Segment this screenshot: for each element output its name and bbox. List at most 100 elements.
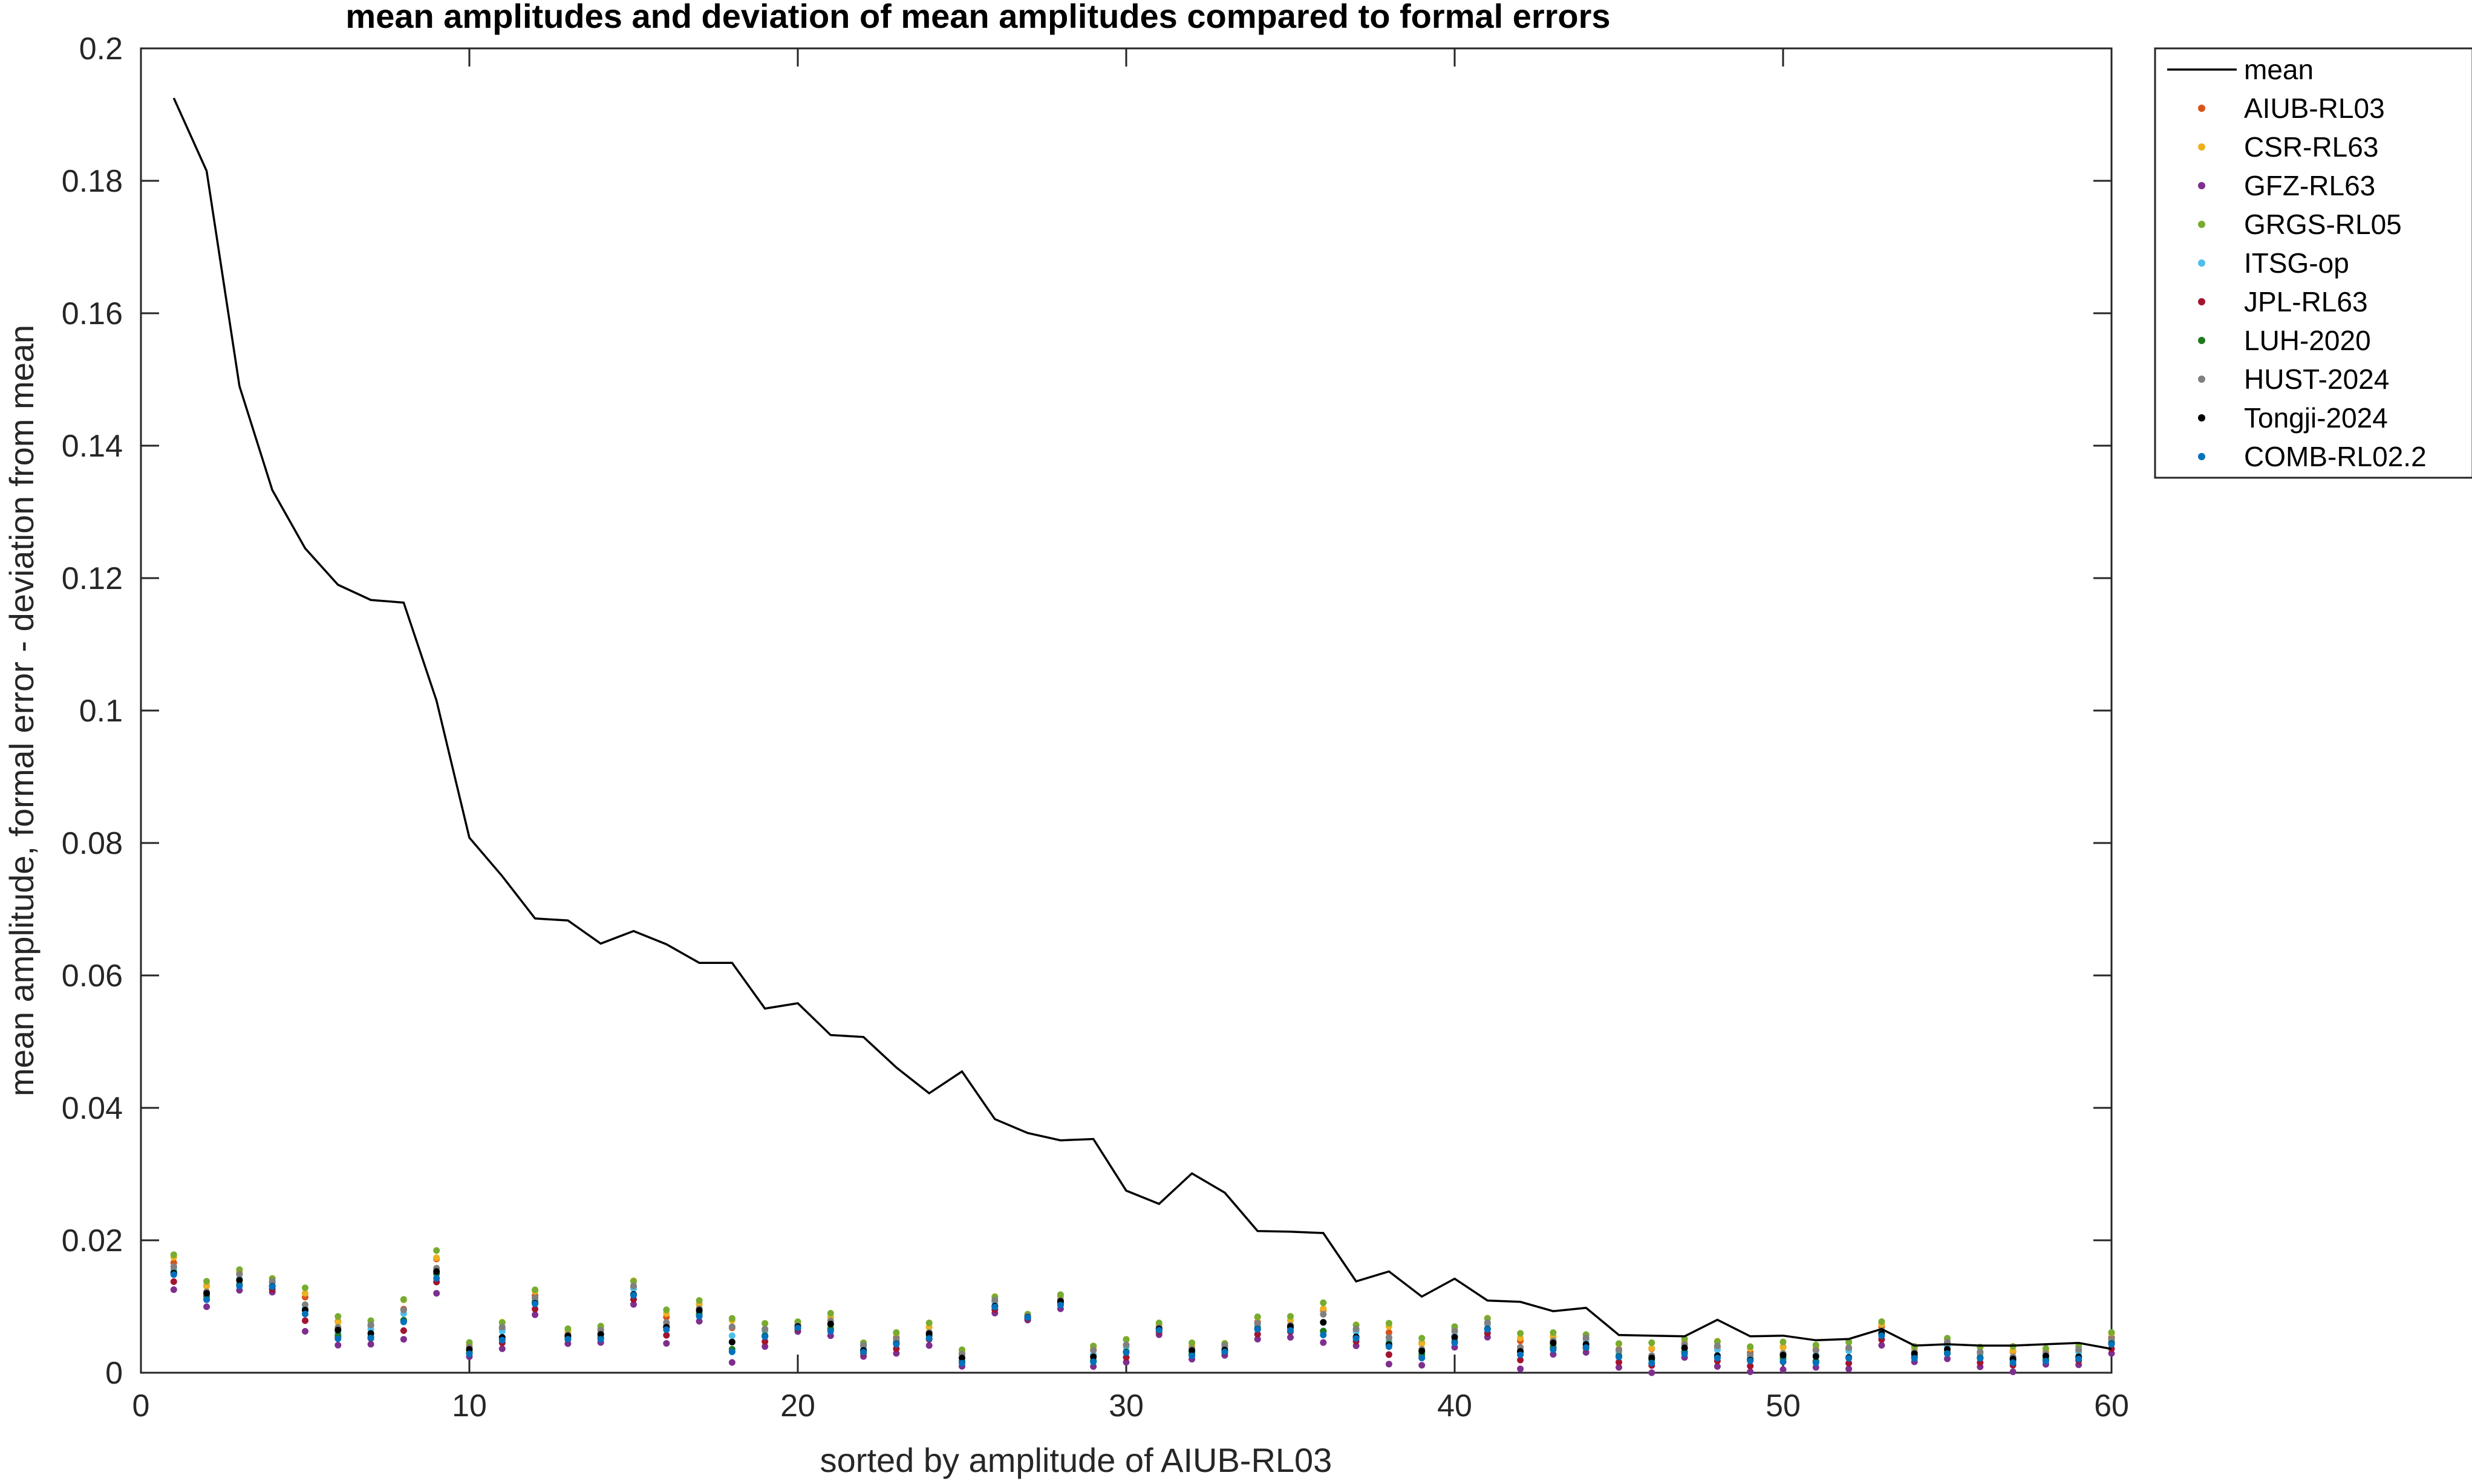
deviation-point [1090,1363,1097,1370]
deviation-point [597,1331,604,1338]
deviation-point [532,1294,539,1301]
deviation-point [1057,1291,1064,1298]
deviation-point [1648,1354,1655,1361]
deviation-point [1747,1362,1754,1370]
plot-area [140,47,2113,1374]
deviation-point [1648,1344,1655,1352]
deviation-point [663,1319,670,1326]
deviation-point [1451,1339,1458,1347]
deviation-point [1221,1349,1228,1356]
deviation-point [1123,1359,1130,1366]
deviation-point [302,1317,308,1324]
legend-swatch [2198,105,2205,112]
deviation-point [400,1318,407,1326]
deviation-point [170,1278,177,1285]
deviation-point [1714,1342,1721,1350]
deviation-point [1550,1339,1557,1347]
deviation-point [1123,1354,1130,1361]
deviation-point [334,1335,342,1342]
legend-label: HUST-2024 [2244,363,2389,395]
deviation-point [1878,1318,1885,1325]
deviation-point [1812,1353,1819,1360]
legend-label: Tongji-2024 [2244,402,2388,434]
deviation-point [1616,1359,1622,1366]
x-tick-label: 10 [452,1388,487,1424]
deviation-points [170,1247,2115,1376]
deviation-point [1352,1335,1360,1342]
deviation-point [1550,1351,1557,1358]
deviation-point [1451,1333,1458,1341]
deviation-point [203,1290,210,1297]
deviation-point [1845,1339,1853,1346]
y-tick-label: 0.02 [62,1223,123,1258]
deviation-point [433,1268,440,1275]
deviation-point [1254,1336,1261,1343]
deviation-point [1944,1355,1951,1362]
deviation-point [1845,1344,1853,1352]
axis-ticks: 0 10 20 30 40 50 60 0 0.02 0.04 0.06 0.08 0.1 0.12 0.1… [62,31,2129,1424]
deviation-point [1616,1364,1622,1371]
deviation-point [1418,1362,1426,1369]
deviation-point [1090,1358,1097,1365]
legend-swatch [2198,414,2205,421]
deviation-point [1812,1341,1819,1349]
deviation-point [761,1326,769,1333]
deviation-point [663,1326,670,1333]
deviation-point [1714,1363,1721,1370]
deviation-point [1747,1368,1754,1375]
deviation-point [1812,1359,1819,1367]
deviation-point [203,1296,210,1303]
deviation-point [1878,1332,1885,1339]
legend-label: COMB-RL02.2 [2244,441,2427,472]
y-tick-label: 0.18 [62,164,123,199]
deviation-point [1123,1336,1130,1343]
deviation-point [1517,1365,1524,1373]
deviation-point [1845,1365,1853,1373]
deviation-point [1484,1319,1491,1326]
deviation-point [1385,1361,1392,1368]
deviation-point [2075,1346,2082,1353]
deviation-point [2108,1341,2115,1348]
deviation-point [564,1325,572,1332]
deviation-point [630,1301,637,1308]
deviation-point [1747,1357,1754,1364]
y-tick-label: 0 [105,1356,123,1391]
deviation-point [1845,1359,1853,1367]
deviation-point [203,1278,210,1285]
deviation-point [1024,1314,1031,1321]
deviation-point [893,1329,900,1336]
deviation-point [498,1324,506,1331]
deviation-point [925,1320,933,1327]
deviation-point [696,1318,703,1325]
deviation-point [334,1313,342,1320]
deviation-point [1320,1339,1327,1346]
deviation-point [334,1341,342,1349]
deviation-point [1352,1326,1360,1333]
deviation-point [1385,1320,1392,1327]
deviation-point [1648,1339,1655,1346]
deviation-point [1418,1355,1426,1362]
deviation-point [1779,1358,1787,1365]
deviation-point [1320,1299,1327,1306]
y-tick-label: 0.14 [62,429,123,464]
legend-label: mean [2244,54,2314,85]
deviation-point [1155,1320,1163,1327]
deviation-point [433,1290,440,1297]
deviation-point [630,1292,637,1299]
deviation-point [203,1303,210,1310]
deviation-point [925,1330,933,1338]
deviation-point [302,1301,308,1308]
deviation-point [696,1307,703,1314]
deviation-point [1681,1344,1688,1352]
deviation-point [2075,1355,2082,1362]
deviation-point [597,1336,604,1343]
deviation-point [334,1326,342,1333]
deviation-point [761,1338,769,1345]
deviation-point [532,1300,539,1307]
deviation-point [728,1315,735,1322]
deviation-point [761,1343,769,1350]
deviation-point [1254,1320,1261,1327]
deviation-point [302,1290,308,1297]
deviation-point [1155,1327,1163,1334]
deviation-point [302,1328,308,1335]
